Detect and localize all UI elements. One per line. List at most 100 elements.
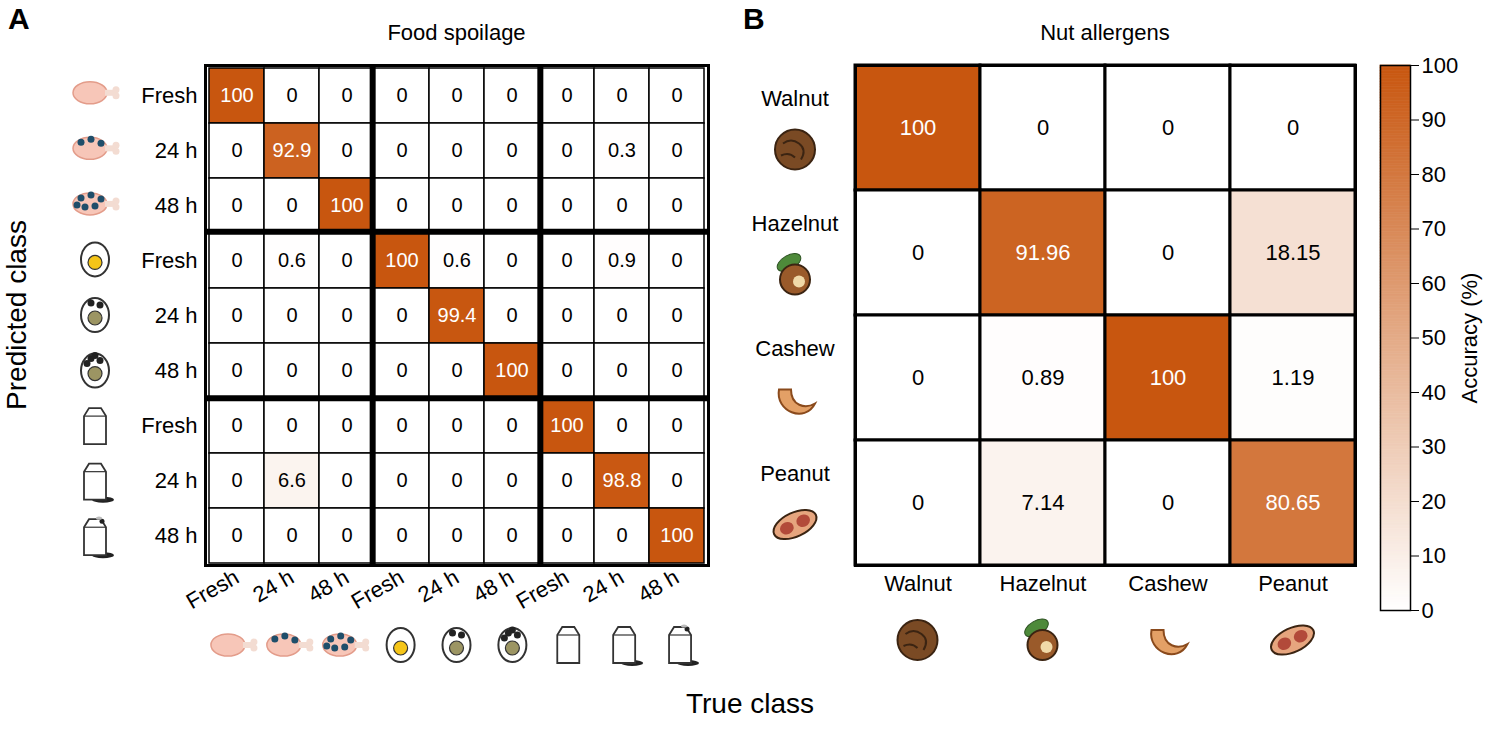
svg-text:0: 0 [286, 304, 297, 326]
svg-text:100: 100 [330, 194, 363, 216]
svg-text:80.65: 80.65 [1265, 490, 1320, 515]
svg-text:48 h: 48 h [155, 358, 198, 383]
svg-text:70: 70 [1422, 216, 1446, 241]
svg-text:Predicted class: Predicted class [1, 220, 32, 410]
svg-text:0: 0 [451, 524, 462, 546]
svg-text:0: 0 [286, 524, 297, 546]
svg-text:Walnut: Walnut [884, 571, 952, 596]
svg-text:0: 0 [396, 84, 407, 106]
svg-text:6.6: 6.6 [278, 469, 306, 491]
svg-text:Fresh: Fresh [141, 413, 197, 438]
svg-text:0: 0 [451, 194, 462, 216]
svg-text:0: 0 [341, 469, 352, 491]
svg-text:0: 0 [396, 194, 407, 216]
svg-text:0: 0 [616, 194, 627, 216]
svg-text:0: 0 [506, 194, 517, 216]
svg-text:24 h: 24 h [155, 138, 198, 163]
svg-text:98.8: 98.8 [603, 469, 642, 491]
svg-text:0: 0 [451, 359, 462, 381]
svg-text:0.3: 0.3 [608, 139, 636, 161]
svg-text:40: 40 [1422, 380, 1446, 405]
svg-text:0: 0 [561, 84, 572, 106]
svg-text:24 h: 24 h [155, 303, 198, 328]
svg-text:0: 0 [506, 304, 517, 326]
svg-text:100: 100 [550, 414, 583, 436]
svg-text:0: 0 [561, 139, 572, 161]
svg-text:0: 0 [506, 469, 517, 491]
svg-text:0: 0 [616, 414, 627, 436]
svg-text:100: 100 [385, 249, 418, 271]
svg-text:Fresh: Fresh [141, 83, 197, 108]
svg-text:100: 100 [900, 115, 937, 140]
svg-text:0: 0 [1162, 240, 1174, 265]
svg-text:0: 0 [671, 249, 682, 271]
svg-text:0: 0 [671, 84, 682, 106]
svg-text:0: 0 [451, 84, 462, 106]
svg-text:0: 0 [912, 240, 924, 265]
svg-text:0: 0 [286, 194, 297, 216]
svg-text:0: 0 [231, 524, 242, 546]
svg-text:0: 0 [561, 304, 572, 326]
svg-text:60: 60 [1422, 271, 1446, 296]
svg-text:0: 0 [671, 194, 682, 216]
svg-text:0: 0 [396, 414, 407, 436]
svg-text:7.14: 7.14 [1022, 490, 1065, 515]
svg-text:24 h: 24 h [155, 468, 198, 493]
svg-text:30: 30 [1422, 434, 1446, 459]
svg-text:0: 0 [561, 359, 572, 381]
svg-text:Fresh: Fresh [141, 248, 197, 273]
svg-text:92.9: 92.9 [273, 139, 312, 161]
svg-text:0: 0 [396, 469, 407, 491]
svg-text:0: 0 [561, 194, 572, 216]
svg-text:0: 0 [506, 414, 517, 436]
svg-text:0.6: 0.6 [278, 249, 306, 271]
svg-text:0: 0 [1287, 115, 1299, 140]
svg-text:0: 0 [286, 414, 297, 436]
svg-text:20: 20 [1422, 489, 1446, 514]
svg-text:0.89: 0.89 [1022, 365, 1065, 390]
svg-text:Peanut: Peanut [1258, 571, 1328, 596]
svg-text:48 h: 48 h [633, 564, 683, 607]
svg-text:0: 0 [912, 365, 924, 390]
svg-text:0: 0 [1162, 115, 1174, 140]
svg-text:0: 0 [451, 139, 462, 161]
svg-text:Fresh: Fresh [182, 564, 243, 614]
svg-text:0: 0 [231, 414, 242, 436]
svg-text:100: 100 [220, 84, 253, 106]
svg-text:0: 0 [396, 139, 407, 161]
svg-text:0: 0 [231, 249, 242, 271]
svg-text:Peanut: Peanut [760, 461, 830, 486]
svg-text:50: 50 [1422, 325, 1446, 350]
svg-text:Accuracy (%): Accuracy (%) [1457, 273, 1482, 404]
svg-text:0: 0 [616, 524, 627, 546]
svg-text:0: 0 [1422, 598, 1434, 623]
svg-text:24 h: 24 h [248, 564, 298, 607]
svg-text:0: 0 [231, 304, 242, 326]
svg-text:0: 0 [671, 139, 682, 161]
svg-text:0: 0 [1162, 490, 1174, 515]
svg-text:100: 100 [495, 359, 528, 381]
svg-text:80: 80 [1422, 162, 1446, 187]
svg-text:0: 0 [912, 490, 924, 515]
svg-text:0: 0 [341, 84, 352, 106]
svg-text:0: 0 [506, 84, 517, 106]
svg-text:0: 0 [616, 304, 627, 326]
svg-text:0: 0 [451, 414, 462, 436]
svg-text:24 h: 24 h [413, 564, 463, 607]
svg-text:100: 100 [1150, 365, 1187, 390]
svg-text:0: 0 [671, 469, 682, 491]
svg-text:0: 0 [341, 139, 352, 161]
svg-text:48 h: 48 h [303, 564, 353, 607]
svg-text:0: 0 [561, 469, 572, 491]
svg-text:0: 0 [231, 359, 242, 381]
svg-text:90: 90 [1422, 107, 1446, 132]
svg-text:0: 0 [616, 84, 627, 106]
svg-text:0.6: 0.6 [443, 249, 471, 271]
svg-text:0: 0 [286, 359, 297, 381]
svg-text:0: 0 [341, 304, 352, 326]
svg-text:99.4: 99.4 [438, 304, 477, 326]
svg-text:0: 0 [396, 524, 407, 546]
svg-text:0: 0 [671, 359, 682, 381]
svg-text:0: 0 [341, 359, 352, 381]
svg-text:0: 0 [341, 524, 352, 546]
